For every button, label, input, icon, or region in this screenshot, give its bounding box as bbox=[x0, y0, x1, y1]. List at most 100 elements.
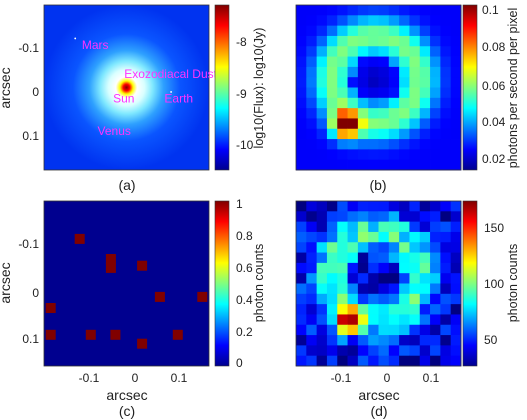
panel-b-pixel bbox=[296, 87, 307, 99]
panel-d-pixel bbox=[419, 283, 431, 295]
panel-b-pixel bbox=[388, 128, 400, 140]
panel-b-pixel bbox=[399, 159, 410, 171]
panel-d-pixel bbox=[450, 262, 462, 274]
panel-c-xticks: -0.1 0 0.1 bbox=[79, 371, 188, 385]
panel-d-pixel bbox=[378, 211, 390, 223]
panel-d-pixel bbox=[347, 293, 359, 305]
panel-d-pixel bbox=[440, 293, 452, 305]
panel-a-ylabel: arcsec bbox=[0, 67, 13, 108]
panel-b-pixel bbox=[419, 118, 431, 130]
panel-d-pixel bbox=[306, 252, 318, 264]
panel-d-pixel bbox=[357, 221, 369, 233]
panel-d-pixel bbox=[347, 355, 359, 367]
panel-a-planet-dot bbox=[74, 37, 77, 40]
panel-b-pixel bbox=[326, 5, 338, 16]
panel-b: (b) 0.1 0.08 0.06 0.04 0.02 photons per … bbox=[295, 3, 520, 193]
panel-b-pixel bbox=[326, 66, 338, 78]
panel-d-pixel bbox=[399, 211, 410, 223]
panel-b-pixel bbox=[419, 139, 431, 150]
panel-b-pixel bbox=[337, 97, 348, 109]
panel-b-pixel bbox=[296, 139, 307, 150]
panel-b-pixel bbox=[368, 87, 379, 99]
panel-d-pixel bbox=[450, 242, 462, 253]
panel-b-pixel bbox=[409, 35, 421, 47]
panel-d-pixel bbox=[409, 324, 421, 336]
panel-b-pixel bbox=[316, 159, 328, 171]
panel-d-pixel bbox=[337, 252, 348, 264]
panel-b-pixel bbox=[368, 77, 379, 88]
panel-d-pixel bbox=[347, 231, 359, 243]
panel-b-pixel bbox=[347, 56, 359, 68]
panel-b-pixel bbox=[306, 97, 318, 109]
panel-b-pixel bbox=[296, 108, 307, 119]
panel-d-pixel bbox=[316, 201, 328, 212]
panel-d-pixel bbox=[316, 293, 328, 305]
panel-b-pixel bbox=[440, 25, 452, 37]
panel-b-pixel bbox=[409, 56, 421, 68]
panel-d-pixel bbox=[430, 273, 441, 284]
panel-b-pixel bbox=[378, 118, 390, 130]
panel-b-pixel bbox=[450, 139, 462, 150]
panel-b-pixel bbox=[326, 56, 338, 68]
panel-b-colorbar-tick: 0.02 bbox=[482, 152, 506, 166]
panel-c-xtick: 0.1 bbox=[171, 371, 188, 385]
panel-b-pixel bbox=[440, 5, 452, 16]
panel-d-pixel bbox=[296, 345, 307, 357]
panel-d-pixel bbox=[337, 211, 348, 223]
panel-d-frame bbox=[295, 200, 462, 367]
panel-b-pixel bbox=[326, 46, 338, 57]
panel-d-pixel bbox=[409, 242, 421, 253]
panel-d-xtick: -0.1 bbox=[331, 371, 352, 385]
panel-b-pixel bbox=[337, 15, 348, 27]
panel-d-pixel bbox=[419, 262, 431, 274]
panel-c-plot-area bbox=[44, 201, 209, 366]
panel-d-pixel bbox=[399, 231, 410, 243]
panel-d-pixel bbox=[388, 262, 400, 274]
panel-d-pixel bbox=[296, 211, 307, 223]
panel-b-pixel bbox=[388, 15, 400, 27]
panel-b-pixel bbox=[347, 97, 359, 109]
panel-b-pixel bbox=[430, 97, 441, 109]
panel-b-pixel bbox=[368, 118, 379, 130]
panel-d-pixel bbox=[316, 242, 328, 253]
panel-b-pixel bbox=[337, 5, 348, 16]
panel-b-pixel bbox=[388, 149, 400, 161]
panel-b-pixel bbox=[316, 46, 328, 57]
panel-d-pixel bbox=[337, 335, 348, 346]
panel-b-pixel bbox=[306, 46, 318, 57]
panel-d-pixel bbox=[450, 304, 462, 315]
panel-d-pixel bbox=[450, 252, 462, 264]
panel-d-pixel bbox=[440, 273, 452, 284]
panel-d-pixel bbox=[337, 273, 348, 284]
panel-b-pixel bbox=[419, 149, 431, 161]
panel-b-pixel bbox=[409, 139, 421, 150]
panel-d-pixel bbox=[378, 252, 390, 264]
panel-d-pixel bbox=[326, 273, 338, 284]
panel-b-colorbar-label: photons per second per pixel bbox=[506, 8, 520, 169]
panel-b-pixel bbox=[440, 108, 452, 119]
panel-d-pixel bbox=[419, 304, 431, 315]
panel-d-pixel bbox=[306, 355, 318, 367]
panel-d: -0.1 0 0.1 arcsec (d) 150 100 50 photon … bbox=[295, 200, 520, 419]
panel-d-pixel bbox=[378, 324, 390, 336]
panel-b-pixel bbox=[316, 66, 328, 78]
panel-b-pixel bbox=[347, 46, 359, 57]
panel-d-pixel bbox=[419, 273, 431, 284]
panel-d-pixel bbox=[337, 314, 348, 326]
panel-b-pixel bbox=[399, 46, 410, 57]
panel-b-pixel bbox=[368, 139, 379, 150]
panel-b-pixel bbox=[430, 25, 441, 37]
panel-d-pixel bbox=[409, 345, 421, 357]
panel-d-pixel bbox=[388, 252, 400, 264]
panel-c-colorbar-tick: 0.4 bbox=[236, 293, 253, 307]
panel-b-pixel bbox=[378, 149, 390, 161]
panel-b-pixel bbox=[419, 128, 431, 140]
panel-b-pixel bbox=[419, 35, 431, 47]
panel-d-pixel bbox=[388, 283, 400, 295]
panel-d-pixel bbox=[399, 201, 410, 212]
panel-d-pixel bbox=[326, 262, 338, 274]
panel-d-pixel bbox=[388, 304, 400, 315]
panel-d-pixel bbox=[296, 252, 307, 264]
panel-c-colorbar-tick: 0.8 bbox=[236, 229, 253, 243]
panel-c-ytick: -0.1 bbox=[18, 237, 39, 251]
